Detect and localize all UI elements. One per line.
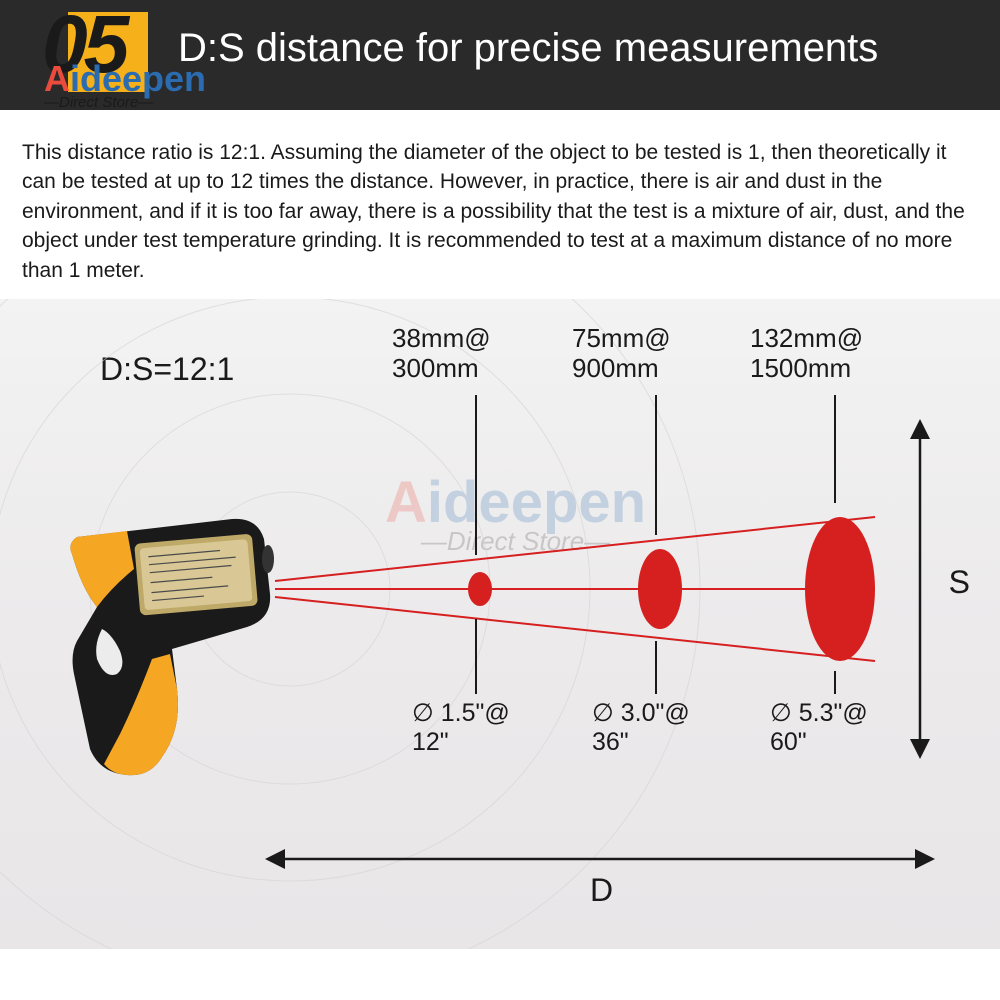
spot-1 [468, 572, 492, 606]
brand-logo: Aideepen —Direct Store— [44, 58, 206, 111]
header-title: D:S distance for precise measurements [178, 26, 878, 71]
watermark: Aideepen —Direct Store— [385, 469, 646, 557]
ratio-label: D:S=12:1 [100, 351, 234, 388]
spot2-label-mm: 75mm@900mm [572, 324, 671, 384]
diagram-area: Aideepen —Direct Store— D:S=12:1 [0, 299, 1000, 949]
d-label: D [590, 872, 613, 909]
logo-suffix: ideepen [70, 58, 206, 99]
line-2-top [655, 395, 657, 535]
logo-prefix: A [44, 58, 70, 99]
spot2-label-in: ∅ 3.0"@36" [592, 699, 690, 757]
spot1-label-in: ∅ 1.5"@12" [412, 699, 510, 757]
line-2-bot [655, 641, 657, 694]
s-label: S [949, 564, 970, 601]
spot1-label-mm: 38mm@300mm [392, 324, 491, 384]
spot3-label-mm: 132mm@1500mm [750, 324, 863, 384]
description-text: This distance ratio is 12:1. Assuming th… [0, 110, 1000, 299]
line-1-bot [475, 619, 477, 694]
spot3-label-in: ∅ 5.3"@60" [770, 699, 868, 757]
thermometer-device [42, 499, 282, 789]
spot-3 [805, 517, 875, 661]
line-3-top [834, 395, 836, 503]
spot-2 [638, 549, 682, 629]
line-3-bot [834, 671, 836, 694]
line-1-top [475, 395, 477, 555]
